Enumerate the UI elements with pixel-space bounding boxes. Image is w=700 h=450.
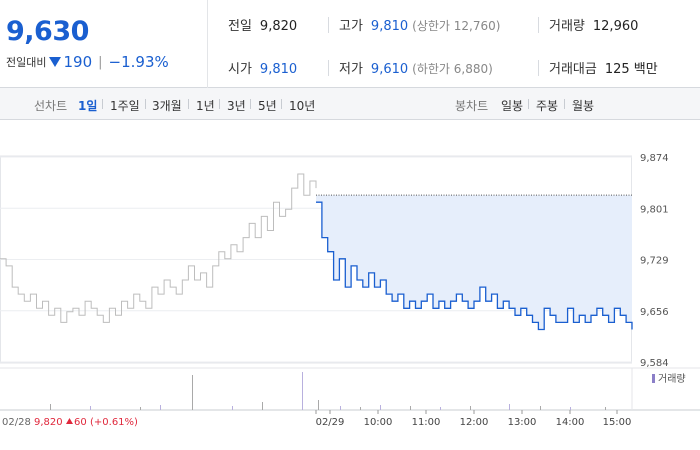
stat-high: 고가 9,810 (상한가 12,760) (339, 15, 500, 35)
current-price: 9,630 (6, 16, 89, 47)
volume-bar (232, 406, 233, 410)
line-chart-label: 선차트 (34, 99, 68, 113)
divider (538, 17, 539, 33)
stat-prev-close: 전일 9,820 (228, 15, 297, 35)
divider (564, 99, 565, 109)
upper-limit: (상한가 12,760) (412, 19, 501, 33)
today-price-line (316, 201, 633, 331)
y-tick-label: 9,584 (640, 358, 669, 369)
x-tick-label: 11:00 (412, 417, 441, 428)
stat-value: 9,810 (259, 62, 298, 77)
volume-bar (318, 400, 319, 410)
period-3month[interactable]: 3개월 (152, 99, 182, 113)
divider (102, 99, 103, 109)
previous-date-label: 02/28 (2, 417, 31, 428)
change-label: 전일대비 (6, 56, 47, 69)
y-tick-label: 9,801 (640, 204, 669, 215)
divider (538, 60, 539, 76)
volume-bar (50, 404, 51, 410)
volume-legend-swatch (652, 374, 655, 383)
candle-daily[interactable]: 일봉 (501, 99, 524, 113)
stat-label: 전일 (228, 19, 252, 34)
x-tick-label: 13:00 (508, 417, 537, 428)
volume-bar (302, 372, 303, 410)
stat-value: 9,820 (259, 19, 298, 34)
stat-label: 고가 (339, 19, 363, 34)
stat-value: 9,810 (370, 19, 409, 34)
current-price-box: 9,630 전일대비 190 | −1.93% (0, 0, 208, 88)
x-tick-label: 02/29 (316, 417, 345, 428)
divider (250, 99, 251, 109)
period-3year[interactable]: 3년 (227, 99, 246, 113)
volume-bar (440, 407, 441, 410)
today-fill-area (316, 195, 632, 330)
divider (328, 17, 329, 33)
stat-label: 거래대금 (549, 62, 597, 77)
volume-bar (192, 375, 193, 410)
candle-monthly[interactable]: 월봉 (572, 99, 595, 113)
candle-chart-label: 봉차트 (455, 99, 489, 113)
volume-bar (340, 406, 341, 410)
y-tick-label: 9,729 (640, 256, 669, 267)
volume-bar (540, 406, 541, 410)
volume-bar (605, 407, 606, 410)
stat-value: 12,960 (592, 19, 639, 34)
volume-legend: 거래량 (658, 373, 686, 385)
volume-bar (509, 404, 510, 410)
lower-limit: (하한가 6,880) (412, 62, 493, 76)
stat-value: 125 백만 (604, 62, 658, 77)
stat-volume: 거래량 12,960 (549, 15, 638, 35)
volume-bar (360, 407, 361, 410)
previous-close-label: 9,820 (34, 417, 63, 428)
x-tick-label: 14:00 (556, 417, 585, 428)
stat-amount: 거래대금 125 백만 (549, 58, 658, 78)
divider (219, 99, 220, 109)
stat-label: 거래량 (549, 19, 585, 34)
stat-label: 시가 (228, 62, 252, 77)
volume-bar (140, 407, 141, 410)
x-tick-label: 10:00 (364, 417, 393, 428)
candle-weekly[interactable]: 주봉 (536, 99, 559, 113)
previous-change-label: 60 (74, 417, 87, 428)
volume-bar (570, 407, 571, 410)
stat-value: 9,610 (370, 62, 409, 77)
change-percent: −1.93% (108, 53, 169, 71)
divider (188, 99, 189, 109)
price-chart[interactable]: 9,874 9,801 9,729 9,656 9,584 거래량 02/29 10:00 11… (0, 120, 700, 450)
period-1year[interactable]: 1년 (196, 99, 215, 113)
period-10year[interactable]: 10년 (289, 99, 316, 113)
stat-label: 저가 (339, 62, 363, 77)
volume-bar (410, 406, 411, 410)
down-arrow-icon (49, 57, 62, 67)
stat-low: 저가 9,610 (하한가 6,880) (339, 58, 493, 78)
x-tick-label: 12:00 (460, 417, 489, 428)
up-arrow-icon (66, 418, 73, 424)
divider (281, 99, 282, 109)
divider (328, 60, 329, 76)
quote-stats: 전일 9,820 고가 9,810 (상한가 12,760) 거래량 12,96… (208, 0, 700, 88)
change-value: 190 (63, 53, 93, 71)
x-tick-label: 15:00 (603, 417, 632, 428)
volume-bar (380, 405, 381, 410)
volume-bar (160, 405, 161, 410)
volume-bar (90, 406, 91, 410)
divider (145, 99, 146, 109)
volume-bar (470, 406, 471, 410)
stat-open: 시가 9,810 (228, 58, 297, 78)
previous-day-line (0, 173, 317, 323)
period-bar: 선차트 1일 1주일 3개월 1년 3년 5년 10년 봉차트 일봉 주봉 월봉 (0, 88, 700, 120)
y-tick-label: 9,874 (640, 153, 669, 164)
period-5year[interactable]: 5년 (258, 99, 277, 113)
change-row: 전일대비 190 | −1.93% (6, 53, 169, 71)
quote-header: 9,630 전일대비 190 | −1.93% 전일 9,820 고가 9,81… (0, 0, 700, 88)
previous-change-percent: (+0.61%) (90, 417, 138, 428)
divider: | (98, 54, 103, 70)
divider (528, 99, 529, 109)
volume-bar (262, 402, 263, 410)
period-1day[interactable]: 1일 (78, 99, 98, 113)
period-1week[interactable]: 1주일 (110, 99, 140, 113)
y-tick-label: 9,656 (640, 307, 669, 318)
